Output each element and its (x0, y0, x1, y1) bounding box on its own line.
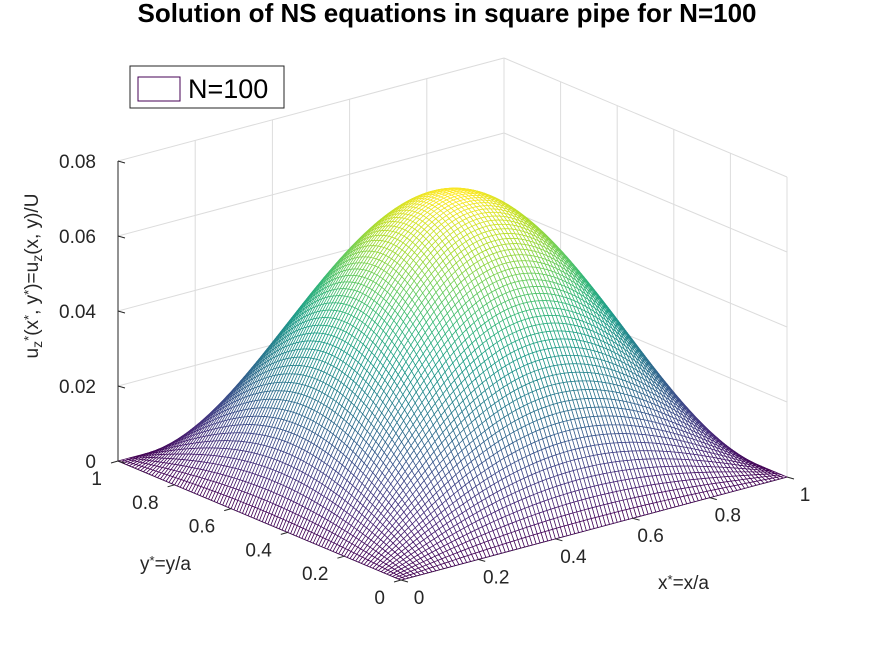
grid-line (117, 132, 505, 237)
grid-line (503, 57, 788, 178)
grid-line (503, 132, 788, 253)
chart-title: Solution of NS equations in square pipe … (137, 0, 756, 28)
grid-line (117, 57, 505, 162)
grid-line (503, 207, 788, 328)
surface-mesh (117, 187, 788, 581)
